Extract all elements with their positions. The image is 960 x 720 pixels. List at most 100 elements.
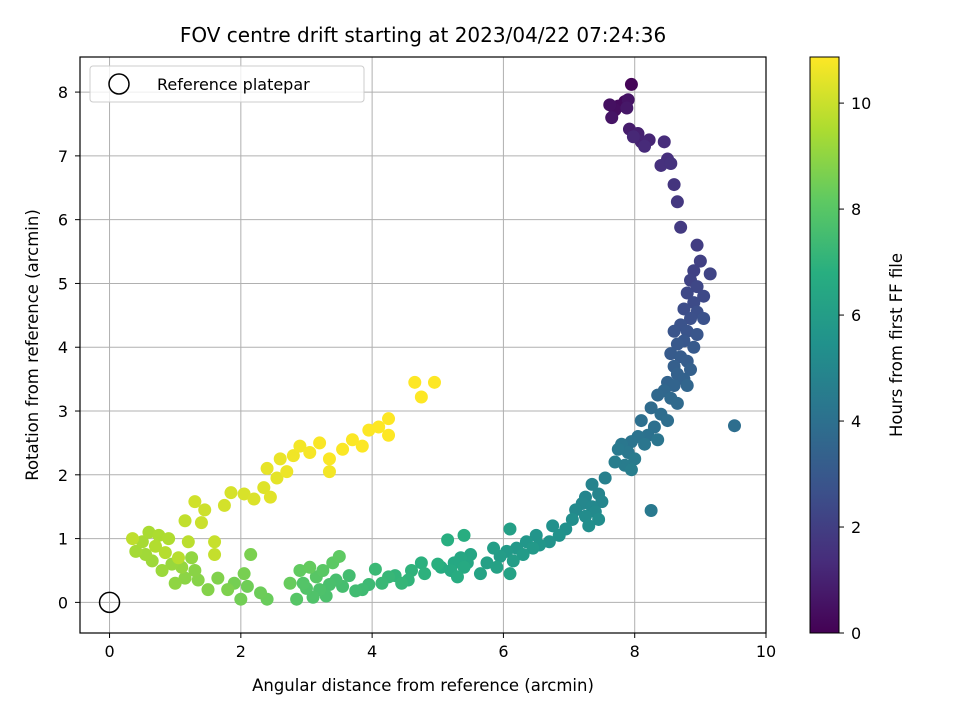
- y-tick-label: 0: [58, 593, 68, 612]
- data-point: [349, 584, 363, 598]
- data-point: [690, 327, 704, 341]
- data-point: [480, 556, 494, 570]
- data-point: [375, 576, 389, 590]
- data-point: [670, 396, 684, 410]
- data-point: [198, 503, 212, 517]
- data-point: [552, 528, 566, 542]
- data-point: [490, 560, 504, 574]
- data-point: [624, 435, 638, 449]
- data-point: [677, 302, 691, 316]
- data-point: [690, 280, 704, 294]
- data-point: [152, 528, 166, 542]
- data-point: [526, 541, 540, 555]
- data-point: [592, 512, 606, 526]
- y-tick-label: 7: [58, 147, 68, 166]
- data-point: [368, 562, 382, 576]
- data-point: [657, 135, 671, 149]
- data-point: [414, 556, 428, 570]
- data-point: [280, 465, 294, 479]
- y-tick-label: 8: [58, 83, 68, 102]
- data-point: [395, 576, 409, 590]
- data-point: [270, 471, 284, 485]
- data-point: [208, 535, 222, 549]
- data-point: [638, 139, 652, 153]
- data-point: [727, 419, 741, 433]
- colorbar-tick-label: 8: [851, 200, 861, 219]
- data-points: [126, 77, 741, 606]
- data-point: [595, 495, 609, 509]
- data-point: [473, 567, 487, 581]
- data-point: [603, 98, 617, 112]
- data-point: [148, 539, 162, 553]
- data-point: [565, 512, 579, 526]
- data-point: [237, 487, 251, 501]
- data-point: [139, 548, 153, 562]
- data-point: [162, 532, 176, 546]
- data-point: [313, 436, 327, 450]
- data-point: [240, 579, 254, 593]
- data-point: [135, 535, 149, 549]
- data-point: [293, 563, 307, 577]
- data-point: [322, 452, 336, 466]
- data-point: [644, 504, 658, 518]
- y-tick-label: 3: [58, 402, 68, 421]
- colorbar-tick-label: 2: [851, 518, 861, 537]
- data-point: [283, 576, 297, 590]
- legend-entry-reference: Reference platepar: [157, 75, 310, 94]
- data-point: [332, 549, 346, 563]
- plot-frame: [79, 56, 767, 634]
- data-point: [260, 461, 274, 475]
- data-point: [247, 492, 261, 506]
- data-point: [690, 238, 704, 252]
- reference-point-marker: [98, 591, 121, 614]
- data-point: [441, 533, 455, 547]
- data-point: [129, 544, 143, 558]
- data-point: [254, 586, 268, 600]
- data-point: [585, 477, 599, 491]
- y-tick-label: 1: [58, 530, 68, 549]
- data-point: [506, 554, 520, 568]
- data-point: [194, 516, 208, 530]
- data-point: [306, 590, 320, 604]
- x-tick-label: 10: [756, 642, 776, 661]
- colorbar-tick-label: 10: [851, 94, 871, 113]
- data-point: [273, 452, 287, 466]
- data-point: [670, 195, 684, 209]
- data-point: [516, 548, 530, 562]
- data-point: [624, 463, 638, 477]
- y-tick-label: 4: [58, 338, 68, 357]
- colorbar-ticks: 0 2 4 6 8 10: [839, 94, 871, 643]
- data-point: [693, 254, 707, 268]
- data-point: [362, 423, 376, 437]
- data-point: [582, 519, 596, 533]
- legend: Reference platepar: [89, 65, 365, 103]
- data-point: [142, 525, 156, 539]
- data-point: [234, 592, 248, 606]
- data-point: [178, 571, 192, 585]
- data-point: [667, 379, 681, 393]
- data-point: [634, 414, 648, 428]
- data-point: [293, 439, 307, 453]
- data-point: [263, 490, 277, 504]
- data-point: [158, 546, 172, 560]
- y-axis-label: Rotation from reference (arcmin): [23, 209, 42, 481]
- data-point: [217, 498, 231, 512]
- data-point: [372, 420, 386, 434]
- data-point: [664, 347, 678, 361]
- data-point: [638, 437, 652, 451]
- data-point: [651, 388, 665, 402]
- data-point: [684, 312, 698, 326]
- data-point: [188, 495, 202, 509]
- data-point: [620, 101, 634, 115]
- y-tick-label: 6: [58, 211, 68, 230]
- data-point: [670, 337, 684, 351]
- data-point: [687, 340, 701, 354]
- data-point: [427, 375, 441, 389]
- data-point: [628, 452, 642, 466]
- x-tick-label: 2: [236, 642, 246, 661]
- data-point: [664, 157, 678, 171]
- x-axis-label: Angular distance from reference (arcmin): [252, 676, 594, 695]
- y-tick-label: 5: [58, 274, 68, 293]
- data-point: [611, 442, 625, 456]
- data-point: [126, 532, 140, 546]
